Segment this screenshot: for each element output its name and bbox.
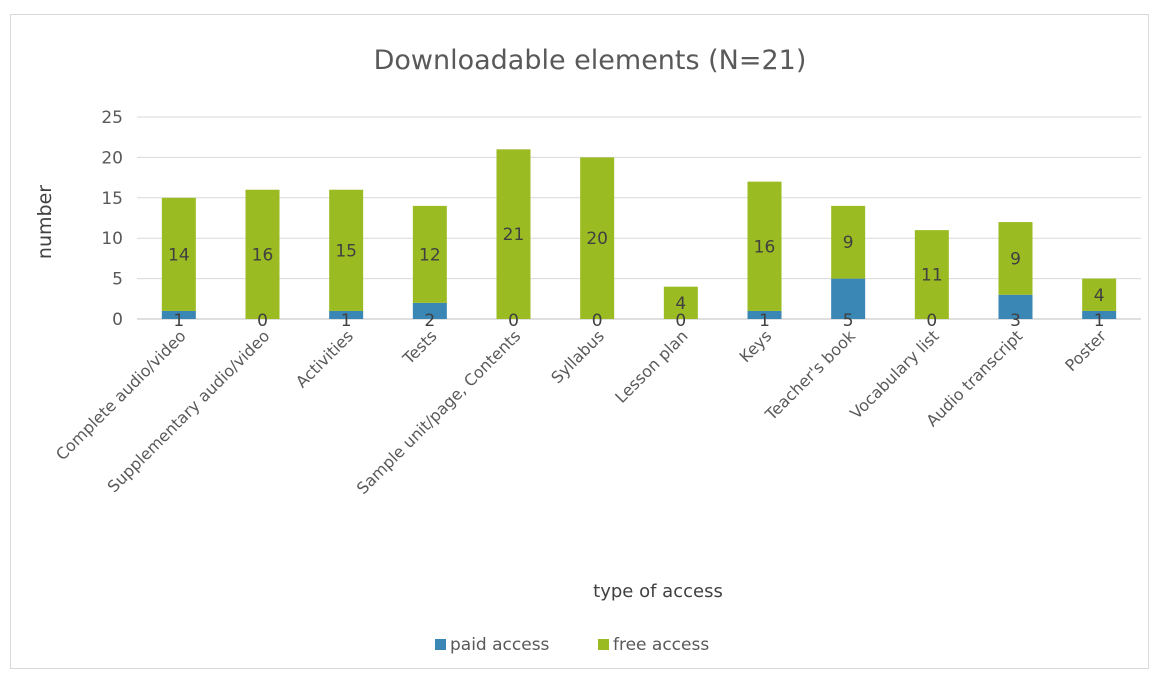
x-axis-title: type of access [593,581,723,602]
data-label-free-access-teacher-s-book: 9 [843,233,854,253]
legend-swatch-free-access [598,639,609,650]
bar-paid-access-keys [747,310,782,319]
data-label-free-access-keys: 16 [754,237,776,257]
data-label-paid-access-sample-unit-page-contents: 0 [508,311,519,331]
chart-title: Downloadable elements (N=21) [374,45,807,76]
bar-paid-access-complete-audio-video [161,310,196,319]
data-label-paid-access-audio-transcript: 3 [1010,311,1021,331]
data-label-free-access-syllabus: 20 [586,229,608,249]
data-label-paid-access-complete-audio-video: 1 [173,311,184,331]
bar-free-access-activities [329,189,364,311]
bar-free-access-audio-transcript [998,222,1033,295]
legend: paid access free access [435,635,709,655]
bar-paid-access-teacher-s-book [831,278,866,319]
bar-free-access-supplementary-audio-video [245,189,280,319]
data-label-free-access-supplementary-audio-video: 16 [252,245,274,265]
bar-free-access-syllabus [580,157,615,319]
data-label-paid-access-activities: 1 [341,311,352,331]
y-axis-ticks: 0 5 10 15 20 25 [101,108,123,330]
y-axis-title: number [34,185,56,259]
bar-paid-access-tests [412,302,447,319]
bar-free-access-tests [412,205,447,303]
legend-swatch-paid-access [435,639,446,650]
x-category-label-lesson-plan: Lesson plan [611,326,691,406]
bar-free-access-sample-unit-page-contents [496,149,531,319]
x-category-label-poster: Poster [1061,326,1110,375]
data-label-paid-access-poster: 1 [1094,311,1105,331]
data-label-free-access-tests: 12 [419,245,441,265]
data-label-free-access-complete-audio-video: 14 [168,245,190,265]
data-label-free-access-sample-unit-page-contents: 21 [503,225,525,245]
bar-free-access-keys [747,181,782,311]
bar-free-access-teacher-s-book [831,205,866,279]
bar-free-access-poster [1082,278,1117,311]
legend-label-free-access: free access [613,635,709,655]
data-label-paid-access-supplementary-audio-video: 0 [257,311,268,331]
data-label-free-access-lesson-plan: 4 [675,294,686,314]
data-label-free-access-audio-transcript: 9 [1010,249,1021,269]
y-tick-label: 10 [101,229,123,249]
data-label-paid-access-keys: 1 [759,311,770,331]
bar-free-access-lesson-plan [663,286,698,319]
bar-free-access-vocabulary-list [914,230,949,319]
chart-frame: 1 14 0 16 1 15 2 12 0 21 0 20 0 4 1 16 5 9 0 11 3 9 1 4 0 5 10 15 2… [10,14,1149,669]
x-category-label-sample-unit-page-contents: Sample unit/page, Contents [353,326,525,498]
x-category-label-teacher-s-book: Teacher's book [761,326,860,425]
data-label-free-access-poster: 4 [1094,286,1105,306]
data-label-free-access-activities: 15 [335,241,357,261]
bar-paid-access-activities [329,310,364,319]
x-category-label-keys: Keys [735,326,775,366]
data-label-paid-access-teacher-s-book: 5 [843,311,854,331]
data-label-paid-access-lesson-plan: 0 [675,311,686,331]
y-tick-label: 20 [101,148,123,168]
bar-free-access-complete-audio-video [161,197,196,311]
y-tick-label: 25 [101,108,123,128]
x-category-label-activities: Activities [292,326,357,391]
data-label-free-access-vocabulary-list: 11 [921,266,943,286]
x-category-label-vocabulary-list: Vocabulary list [846,326,942,422]
y-tick-label: 0 [112,310,123,330]
gridlines [137,116,1141,320]
y-tick-label: 5 [112,270,123,290]
bar-paid-access-audio-transcript [998,294,1033,319]
data-label-paid-access-vocabulary-list: 0 [926,311,937,331]
data-label-paid-access-tests: 2 [424,311,435,331]
x-category-label-supplementary-audio-video: Supplementary audio/video [104,326,274,496]
x-category-label-syllabus: Syllabus [547,326,608,387]
y-tick-label: 15 [101,189,123,209]
bars [161,149,1117,319]
data-label-paid-access-syllabus: 0 [592,311,603,331]
bar-paid-access-poster [1082,310,1117,319]
x-category-label-tests: Tests [398,326,440,368]
legend-label-paid-access: paid access [450,635,550,655]
